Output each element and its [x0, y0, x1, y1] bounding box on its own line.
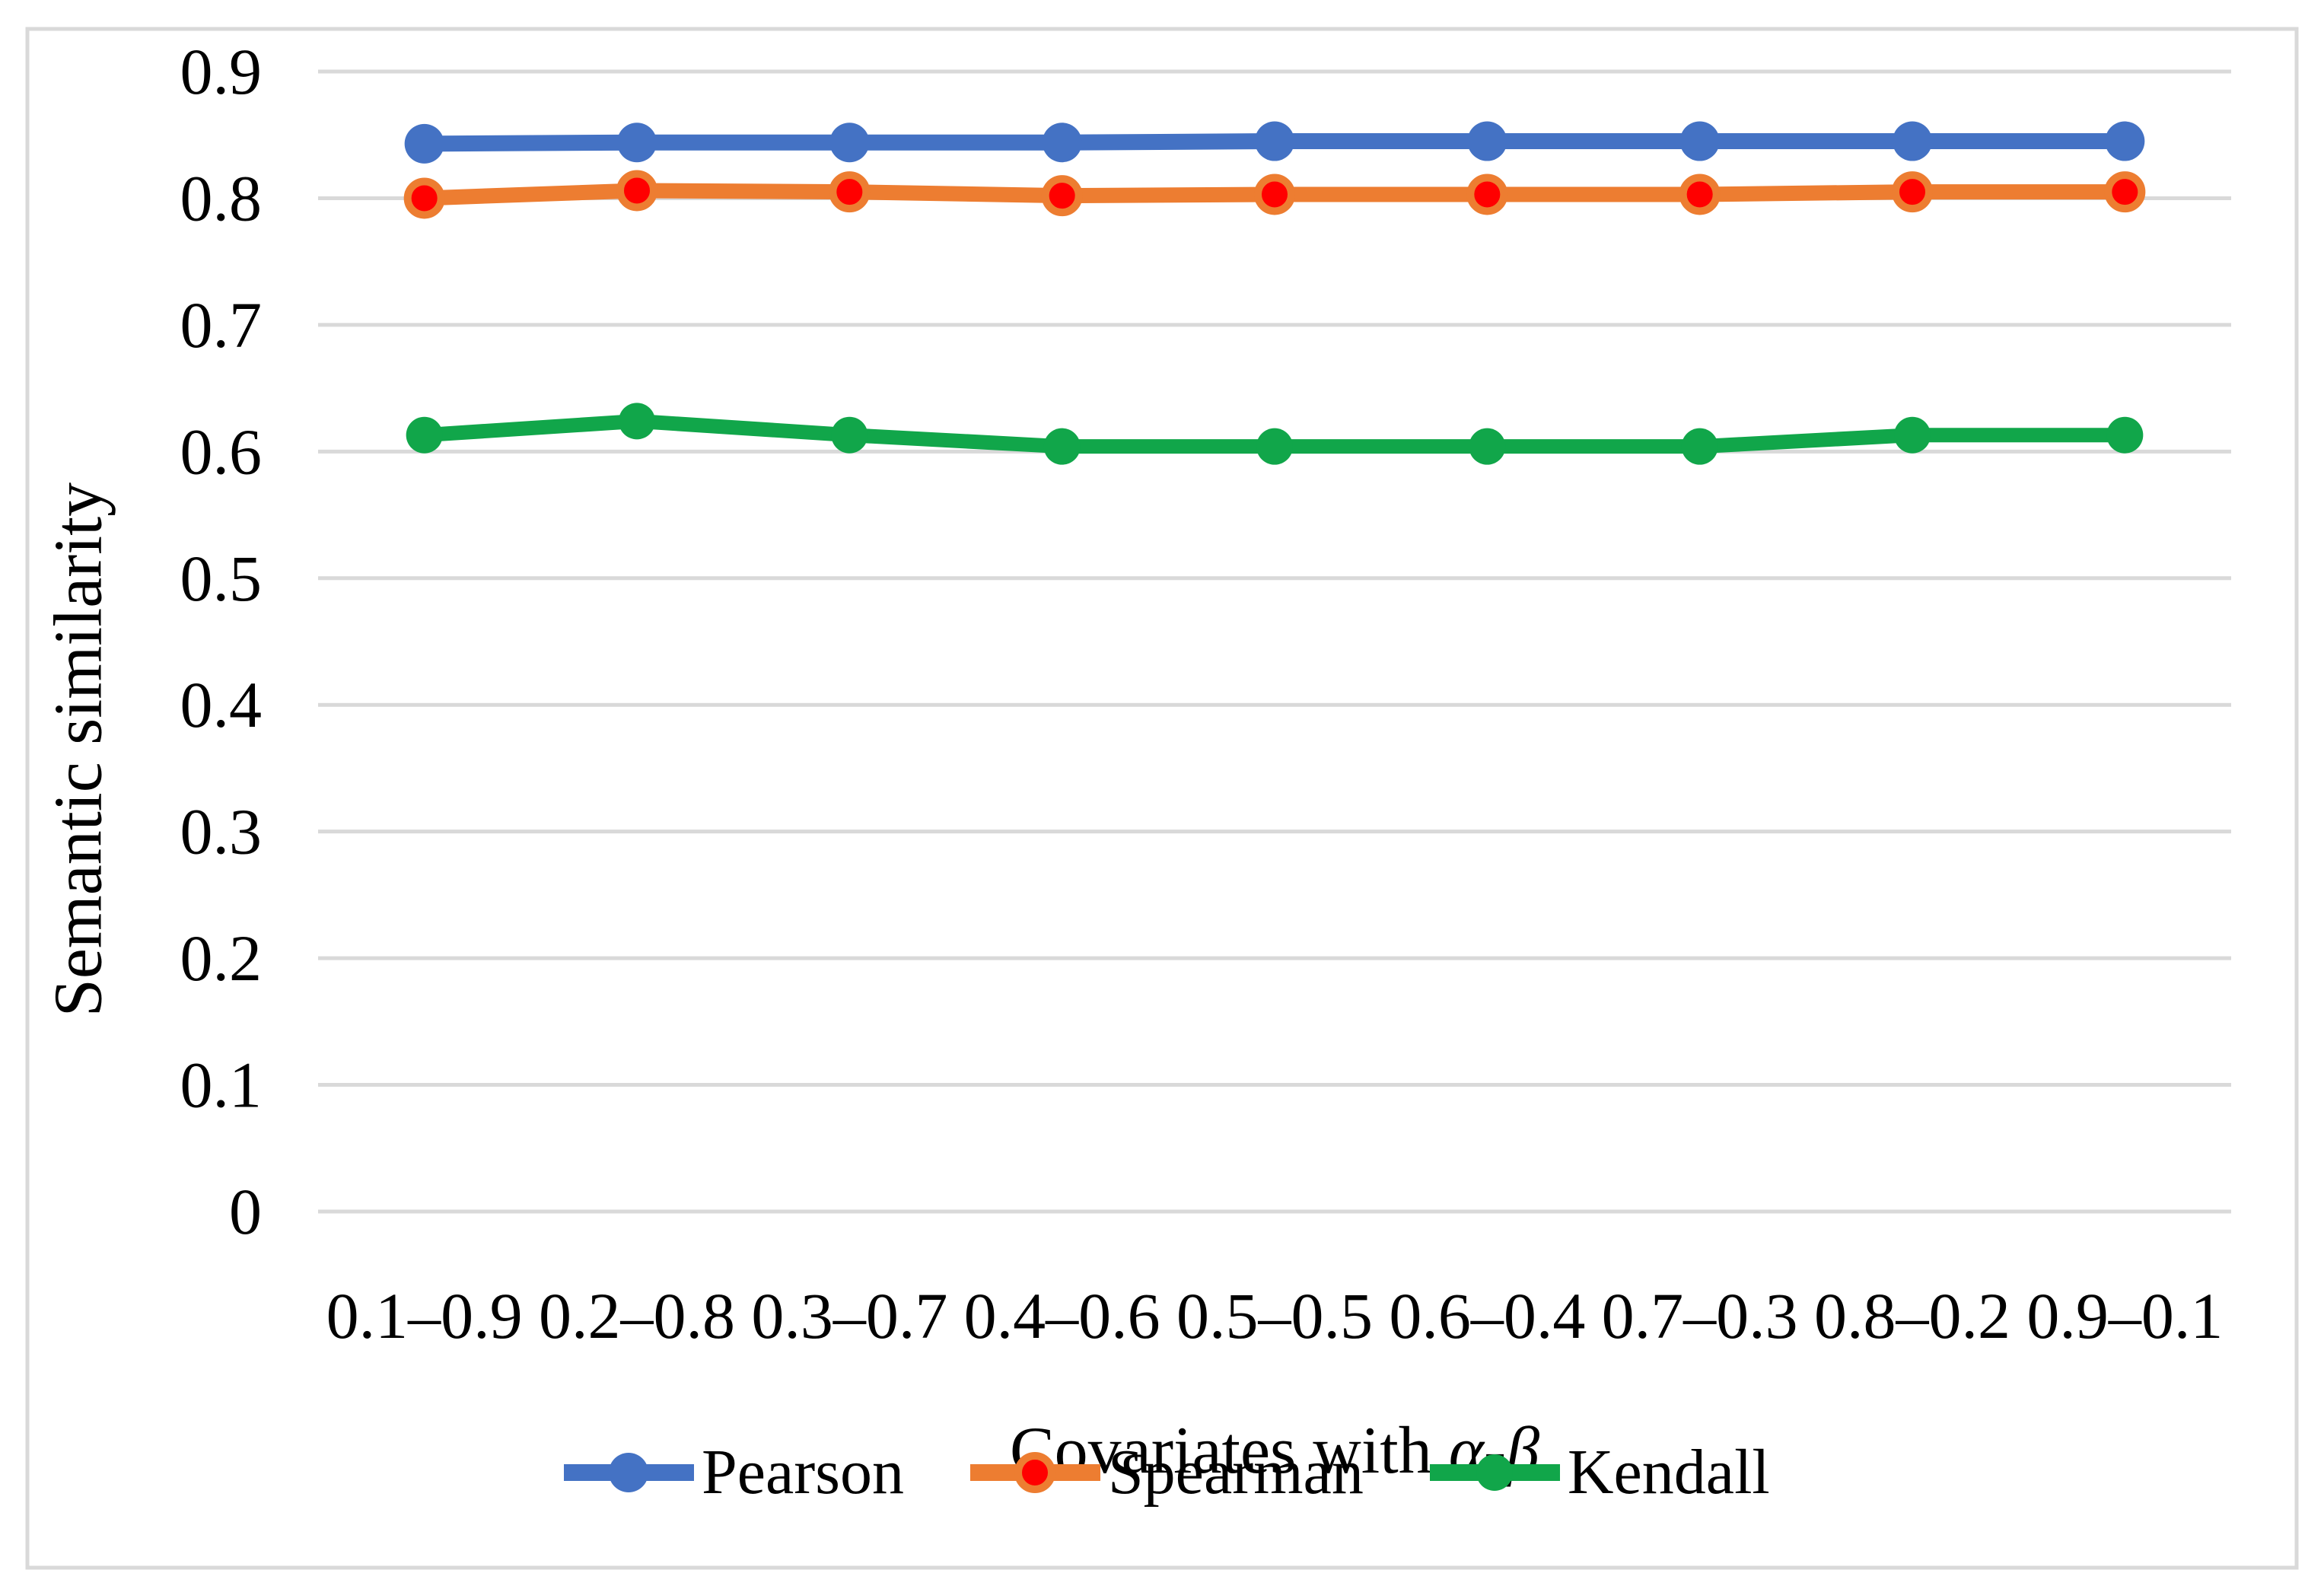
x-tick-label: 0.2–0.8	[539, 1279, 735, 1352]
legend-label-spearman: Spearman	[1107, 1437, 1364, 1508]
data-point-marker-kendall	[831, 416, 868, 454]
data-point-marker-spearman	[2104, 171, 2146, 213]
legend-label-kendall: Kendall	[1567, 1437, 1770, 1508]
data-point-marker-kendall	[1043, 428, 1081, 465]
legend-item-pearson: Pearson	[562, 1441, 904, 1505]
data-point-marker-spearman	[1679, 174, 1721, 215]
data-point-marker-spearman	[403, 177, 445, 219]
legend-dot-kendall	[1476, 1454, 1513, 1491]
x-tick-label: 0.8–0.2	[1814, 1279, 2010, 1352]
y-tick-label: 0.5	[180, 542, 263, 615]
legend-dot-pearson	[609, 1453, 648, 1492]
data-point-marker-kendall	[1469, 428, 1506, 465]
legend-marker-icon-pearson	[564, 1453, 694, 1492]
data-point-marker-kendall	[406, 416, 443, 454]
legend-marker-icon-kendall	[1429, 1454, 1560, 1491]
data-point-marker-spearman	[829, 171, 871, 213]
x-tick-label: 0.3–0.7	[751, 1279, 947, 1352]
data-point-marker-spearman	[616, 170, 657, 212]
data-point-marker-kendall	[1681, 428, 1718, 465]
data-point-marker-spearman	[1892, 171, 1933, 213]
legend-item-kendall: Kendall	[1428, 1441, 1770, 1505]
y-tick-label: 0.4	[180, 668, 263, 741]
data-point-marker-pearson	[617, 123, 657, 163]
data-point-marker-pearson	[2105, 121, 2145, 161]
legend-item-spearman: Spearman	[969, 1441, 1364, 1505]
y-tick-label: 0.2	[180, 922, 263, 995]
x-tick-label: 0.9–0.1	[2026, 1279, 2223, 1352]
data-point-marker-kendall	[619, 403, 655, 440]
data-point-marker-kendall	[1256, 428, 1293, 465]
y-tick-label: 0	[229, 1175, 262, 1248]
y-tick-label: 0.7	[180, 288, 263, 361]
data-point-marker-spearman	[1466, 174, 1508, 215]
x-axis-title-text: Covariates with	[1009, 1414, 1449, 1488]
x-tick-label: 0.6–0.4	[1389, 1279, 1585, 1352]
y-tick-label: 0.1	[180, 1049, 263, 1122]
legend: Pearson Spearman Kendall	[562, 1441, 1770, 1505]
x-tick-label: 0.7–0.3	[1602, 1279, 1798, 1352]
x-tick-label: 0.1–0.9	[326, 1279, 523, 1352]
data-point-marker-pearson	[1255, 121, 1294, 161]
data-point-marker-kendall	[2106, 416, 2144, 454]
y-tick-label: 0.9	[180, 35, 263, 108]
data-point-marker-pearson	[829, 123, 870, 163]
data-point-marker-pearson	[404, 123, 444, 164]
data-point-marker-kendall	[1894, 416, 1931, 454]
x-tick-label: 0.4–0.6	[964, 1279, 1160, 1352]
figure-border	[25, 27, 2299, 1570]
data-point-marker-pearson	[1679, 121, 1720, 161]
legend-label-pearson: Pearson	[702, 1437, 904, 1508]
data-point-marker-spearman	[1041, 175, 1083, 217]
y-tick-label: 0.8	[180, 161, 263, 234]
y-axis-title: Semantic similarity	[40, 482, 116, 1017]
data-point-marker-pearson	[1893, 121, 1932, 161]
legend-dot-spearman	[1014, 1452, 1055, 1493]
data-point-marker-spearman	[1254, 174, 1295, 215]
x-tick-label: 0.5–0.5	[1176, 1279, 1373, 1352]
data-point-marker-pearson	[1042, 123, 1082, 163]
y-tick-label: 0.3	[180, 795, 263, 868]
legend-marker-icon-spearman	[969, 1452, 1100, 1493]
y-tick-label: 0.6	[180, 415, 263, 488]
data-point-marker-pearson	[1467, 121, 1507, 161]
